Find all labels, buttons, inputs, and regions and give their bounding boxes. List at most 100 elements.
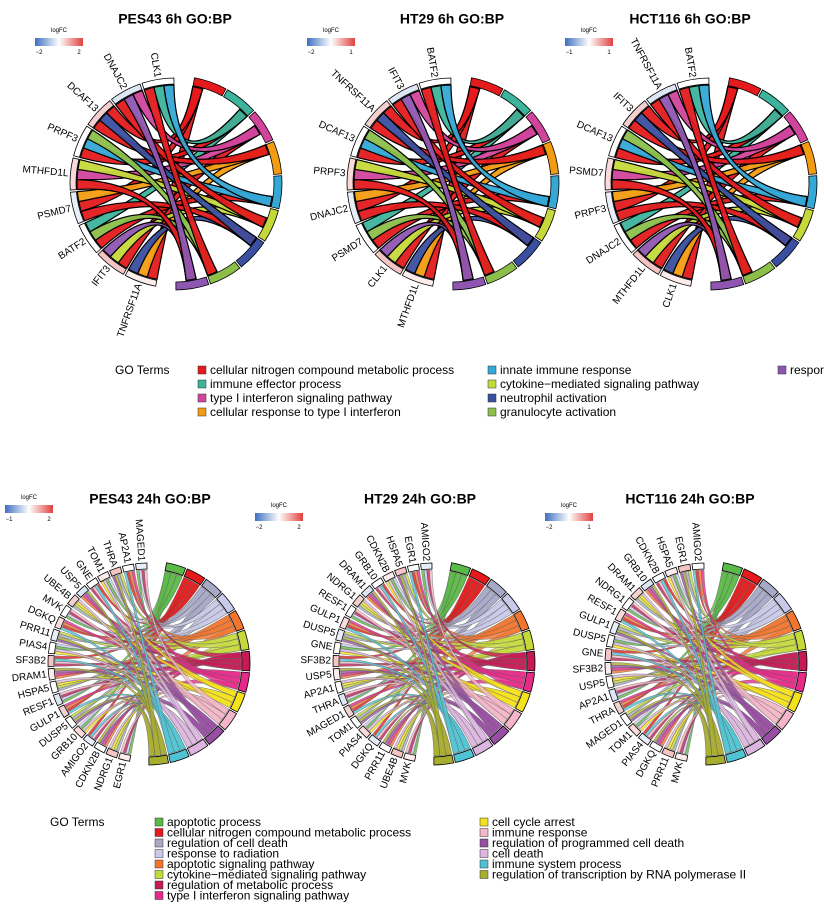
gene-label: PRPF3 bbox=[574, 203, 608, 222]
gene-segment bbox=[97, 249, 127, 275]
colorbar-gradient bbox=[255, 513, 303, 521]
term-segment bbox=[203, 725, 225, 746]
term-segment bbox=[433, 754, 455, 766]
colorbar-gradient bbox=[307, 38, 355, 46]
gene-segment bbox=[105, 747, 119, 759]
colorbar-max: 2 bbox=[77, 50, 81, 56]
gene-segment bbox=[370, 577, 385, 590]
gene-label: PIAS4 bbox=[18, 638, 48, 653]
gene-segment bbox=[124, 269, 158, 287]
gene-segment bbox=[349, 715, 363, 729]
legend-item: cellular response to type I interferon bbox=[210, 405, 401, 419]
legend-item: regulation of cell death bbox=[167, 836, 288, 850]
gene-segment bbox=[691, 562, 705, 571]
gene-segment bbox=[346, 191, 362, 225]
term-segment bbox=[469, 77, 504, 97]
term-segment bbox=[236, 629, 250, 651]
gene-label: GNE bbox=[581, 647, 604, 660]
term-segment bbox=[773, 592, 793, 614]
legend-item: innate immune response bbox=[500, 363, 632, 377]
gene-segment bbox=[85, 577, 100, 590]
gene-label: DNAJC2 bbox=[101, 52, 129, 92]
term-segment bbox=[512, 237, 542, 268]
colorbar-label: logFC bbox=[51, 28, 68, 34]
term-segment bbox=[770, 237, 800, 268]
legend-bottom-heading: GO Terms bbox=[50, 815, 104, 829]
gene-label: TNFRSF11A bbox=[116, 282, 145, 339]
legend-item: cell cycle arrest bbox=[492, 815, 575, 829]
panel-title: PES43 24h GO:BP bbox=[89, 490, 210, 506]
gene-segment bbox=[64, 715, 78, 729]
chord-panel-1: PES43 6h GO:BP logFC −2 2 TNFRSF11AIFIT3BATF… bbox=[22, 10, 283, 339]
term-segment bbox=[740, 568, 763, 586]
term-segment bbox=[471, 738, 494, 757]
gene-segment bbox=[69, 157, 80, 191]
term-segment bbox=[257, 208, 279, 242]
gene-label: BATF2 bbox=[424, 47, 440, 79]
gene-segment bbox=[374, 249, 404, 275]
gene-segment bbox=[637, 732, 652, 746]
gene-label: PSMD7 bbox=[569, 165, 605, 179]
term-segment bbox=[521, 629, 535, 651]
term-segment bbox=[743, 738, 766, 757]
legend-item: regulation of transcription by RNA polym… bbox=[492, 868, 746, 882]
gene-label: DCAF13 bbox=[317, 119, 357, 145]
gene-segment bbox=[360, 584, 375, 598]
term-segment bbox=[503, 709, 523, 731]
legend-swatch bbox=[197, 379, 207, 389]
gene-segment bbox=[75, 584, 90, 598]
gene-label: USP5 bbox=[578, 677, 606, 693]
term-segment bbox=[547, 175, 560, 210]
gene-segment bbox=[394, 566, 408, 577]
gene-segment bbox=[604, 661, 613, 675]
gene-segment bbox=[54, 616, 66, 630]
gene-label: IFIT3 bbox=[90, 263, 113, 288]
colorbar-gradient bbox=[35, 38, 83, 46]
gene-segment bbox=[418, 77, 452, 90]
gene-segment bbox=[659, 269, 693, 287]
colorbar-label: logFC bbox=[581, 28, 598, 34]
logfc-colorbar: logFC −2 1 bbox=[307, 28, 355, 56]
legend-item: apoptotic process bbox=[167, 815, 261, 829]
legend-item: cytokine−mediated signaling pathway bbox=[167, 868, 366, 882]
gene-label: AMIGO2 bbox=[689, 522, 703, 562]
term-segment bbox=[175, 276, 210, 291]
gene-segment bbox=[52, 692, 64, 707]
legend-swatch bbox=[487, 365, 497, 375]
gene-segment bbox=[676, 77, 710, 90]
logfc-colorbar: logFC −2 2 bbox=[255, 503, 303, 531]
logfc-colorbar: logFC −1 1 bbox=[565, 28, 613, 56]
gene-segment bbox=[604, 191, 620, 225]
gene-segment bbox=[96, 570, 111, 583]
gene-segment bbox=[622, 100, 650, 129]
legend-item: type I interferon signaling pathway bbox=[210, 391, 392, 405]
legend-swatch bbox=[479, 838, 489, 848]
gene-segment bbox=[609, 620, 621, 635]
legend-swatch bbox=[154, 870, 164, 879]
term-segment bbox=[513, 610, 530, 632]
colorbar-max: 2 bbox=[47, 517, 51, 523]
gene-segment bbox=[73, 125, 93, 158]
ribbons bbox=[611, 84, 808, 282]
term-segment bbox=[775, 709, 795, 731]
panel-title: PES43 6h GO:BP bbox=[118, 10, 232, 26]
legend-swatch bbox=[154, 817, 164, 827]
term-segment bbox=[800, 140, 818, 175]
logfc-colorbar: logFC −1 2 bbox=[5, 495, 53, 523]
term-segment bbox=[758, 578, 779, 599]
legend-swatch bbox=[197, 393, 207, 403]
term-segment bbox=[793, 629, 807, 651]
term-segment bbox=[785, 610, 802, 632]
legend-swatch bbox=[777, 365, 787, 375]
legend-swatch bbox=[487, 393, 497, 403]
gene-label: PSMD7 bbox=[36, 203, 73, 222]
gene-label: EGR1 bbox=[672, 536, 689, 565]
panel-title: HCT116 6h GO:BP bbox=[629, 10, 750, 26]
gene-label: DRAM1 bbox=[11, 669, 47, 684]
term-segment bbox=[218, 709, 238, 731]
gene-segment bbox=[73, 725, 87, 739]
legend-item: immune response bbox=[492, 826, 588, 840]
